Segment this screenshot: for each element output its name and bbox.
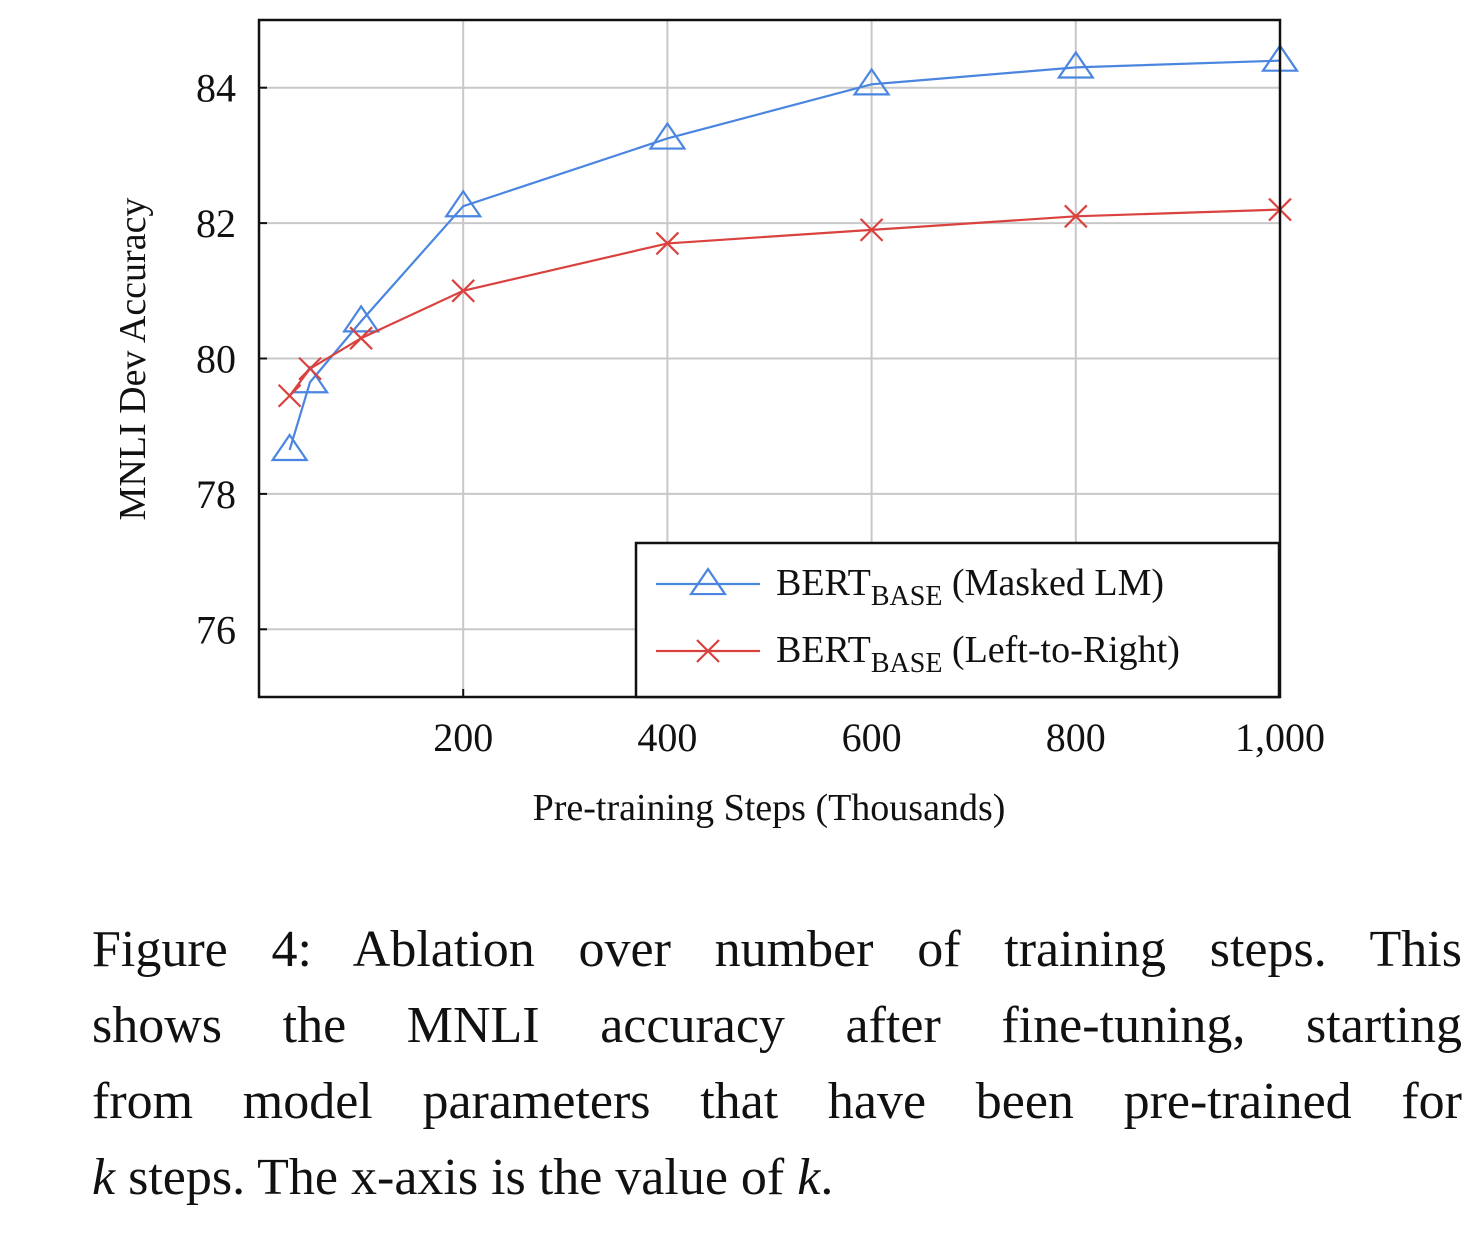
legend-entry-left-to-right-suffix: (Left-to-Right) [942,629,1179,671]
caption-variable-k: k [92,1149,116,1206]
data-point-left-to-right-stroke [859,218,884,242]
legend-entry-masked-lm-suffix: (Masked LM) [942,562,1164,604]
data-point-left-to-right [277,383,302,408]
data-point-left-to-right [298,356,322,381]
caption-line-2: shows the MNLI accuracy after fine-tunin… [92,997,1462,1054]
data-point-left-to-right-stroke [277,383,302,408]
legend-entry-left-to-right-main: BERT [776,629,871,671]
x-tick-label: 600 [842,715,902,760]
legend-swatches [656,567,760,663]
caption-variable-k-2: k [797,1149,821,1206]
data-point-left-to-right-stroke [298,356,322,381]
tick-labels: 200 400 600 800 1,000 76 78 80 82 84 [196,66,1325,760]
legend-entry-masked-lm: BERTBASE (Masked LM) [776,562,1164,612]
y-tick-label: 82 [196,201,236,246]
data-point-left-to-right [451,279,475,303]
legend-entry-left-to-right-sub: BASE [871,648,943,679]
data-point-masked-lm [270,433,309,462]
y-tick-label: 76 [196,607,236,652]
data-point-left-to-right [655,231,680,256]
series-line-left-to-right [288,208,1281,397]
data-point-left-to-right-stroke [349,326,373,350]
y-tick-label: 84 [196,66,236,111]
line-chart: 200 400 600 800 1,000 76 78 80 82 84 Pre-training… [112,18,1325,829]
data-point-masked-lm [342,304,381,333]
data-point-left-to-right-stroke [655,231,680,256]
data-point-left-to-right [859,218,884,242]
legend-box [634,541,1281,699]
data-point-left-to-right-stroke [1064,204,1088,229]
series-line-masked-lm [288,59,1281,451]
caption-line-1: Figure 4: Ablation over number of traini… [92,921,1462,978]
caption-line-4-end: . [820,1149,834,1206]
data-point-masked-lm [1056,50,1095,79]
figure-caption: Figure 4: Ablation over number of traini… [92,912,1462,1216]
y-tick-label: 78 [196,472,236,517]
x-tick-label: 1,000 [1235,715,1325,760]
legend-entry-masked-lm-main: BERT [776,562,871,604]
x-tick-label: 800 [1046,715,1106,760]
data-point-left-to-right [349,326,373,350]
data-point-masked-lm [444,189,483,218]
legend-entry-left-to-right: BERTBASE (Left-to-Right) [776,629,1180,679]
x-tick-label: 400 [637,715,697,760]
data-point-masked-lm [852,67,891,96]
series-lines [270,43,1300,462]
legend: BERTBASE (Masked LM) BERTBASE (Left-to-R… [634,541,1281,699]
data-point-left-to-right-stroke [451,279,475,303]
legend-entry-masked-lm-sub: BASE [871,581,943,612]
legend-swatch-marker-stroke [696,639,720,663]
caption-line-3: from model parameters that have been pre… [92,1073,1462,1130]
x-axis-label: Pre-training Steps (Thousands) [533,787,1006,829]
y-tick-label: 80 [196,337,236,382]
data-point-left-to-right [1064,204,1088,229]
caption-line-4: k steps. The x-axis is the value of k. [92,1140,1462,1216]
y-axis-label: MNLI Dev Accuracy [112,198,154,521]
data-point-masked-lm [648,121,687,150]
legend-swatch-marker [688,567,728,596]
legend-swatch-marker [696,639,720,663]
caption-line-4-text: steps. The x-axis is the value of [115,1149,798,1206]
x-tick-label: 200 [433,715,493,760]
